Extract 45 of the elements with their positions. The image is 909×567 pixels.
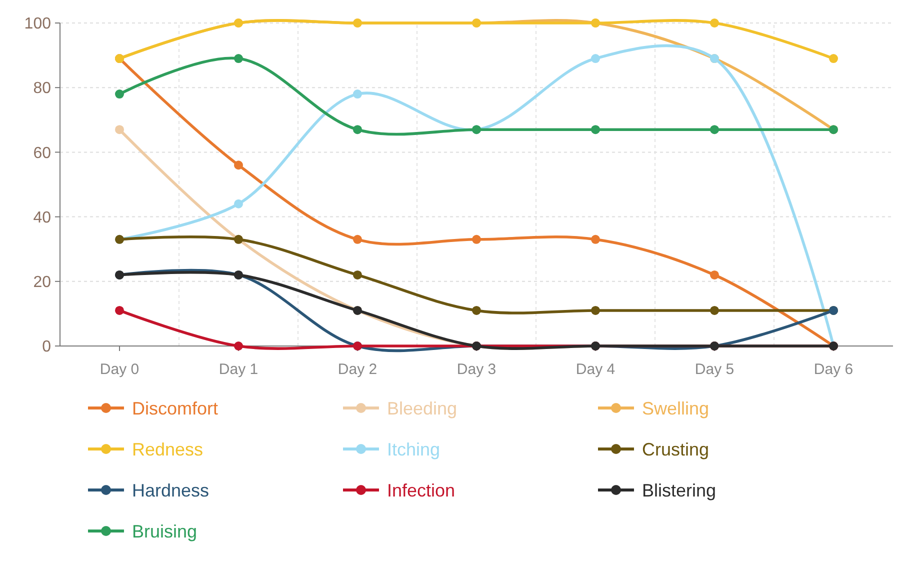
point <box>234 199 243 208</box>
point <box>472 234 481 244</box>
legend-label: Hardness <box>132 480 210 500</box>
point <box>591 234 600 244</box>
point <box>234 160 243 170</box>
x-tick-label: Day 4 <box>576 361 616 378</box>
point <box>710 125 719 134</box>
point <box>353 90 362 99</box>
y-tick-label: 100 <box>24 16 52 33</box>
point <box>353 270 362 280</box>
y-tick-label: 60 <box>33 144 52 162</box>
x-tick-label: Day 5 <box>694 361 734 378</box>
point <box>234 54 243 64</box>
point <box>829 54 838 64</box>
legend-label: Bleeding <box>387 398 458 418</box>
point <box>591 306 600 315</box>
x-tick-label: Day 3 <box>456 361 496 378</box>
x-tick-label: Day 6 <box>814 361 854 378</box>
point <box>591 125 600 134</box>
x-tick-label: Day 1 <box>218 361 258 378</box>
x-tick-label: Day 2 <box>338 361 378 378</box>
legend-label: Blistering <box>642 480 716 500</box>
point <box>353 234 362 244</box>
point <box>115 90 124 99</box>
point <box>115 306 124 315</box>
point <box>353 125 362 134</box>
x-tick-label: Day 0 <box>100 361 140 378</box>
y-tick-label: 20 <box>33 274 52 291</box>
legend-label: Crusting <box>642 439 710 460</box>
legend-label: Swelling <box>642 398 710 418</box>
point <box>472 306 481 315</box>
y-tick-label: 40 <box>33 209 52 226</box>
point <box>710 306 719 315</box>
y-tick-label: 0 <box>42 338 52 356</box>
legend-label: Bruising <box>132 521 198 542</box>
legend-label: Discomfort <box>132 398 218 418</box>
point <box>710 270 719 280</box>
point <box>115 125 124 134</box>
point <box>710 18 719 28</box>
legend-label: Itching <box>387 439 440 460</box>
legend-label: Infection <box>387 480 456 500</box>
y-tick-label: 80 <box>33 80 52 98</box>
legend-label: Redness <box>132 439 204 460</box>
point <box>591 54 600 64</box>
point <box>234 342 243 350</box>
